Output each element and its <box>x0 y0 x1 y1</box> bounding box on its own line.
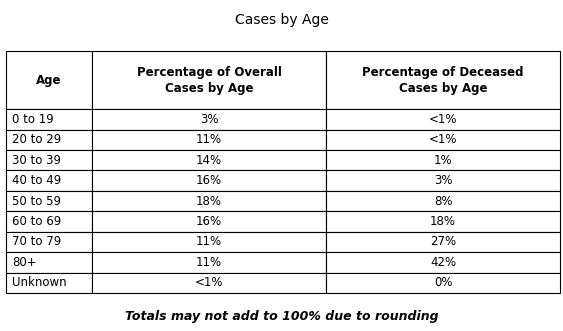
Bar <box>326 252 560 272</box>
Text: 16%: 16% <box>196 215 222 228</box>
Text: <1%: <1% <box>195 276 224 289</box>
Bar <box>92 272 326 293</box>
Text: 11%: 11% <box>196 133 222 146</box>
Text: 80+: 80+ <box>12 256 37 269</box>
Text: Unknown: Unknown <box>12 276 67 289</box>
Text: 14%: 14% <box>196 154 222 167</box>
Text: 50 to 59: 50 to 59 <box>12 195 61 208</box>
Bar <box>6 232 92 252</box>
Text: 27%: 27% <box>430 235 456 248</box>
Bar <box>92 109 326 130</box>
Text: <1%: <1% <box>429 113 457 126</box>
Bar <box>6 150 92 170</box>
Bar <box>6 252 92 272</box>
Bar <box>6 211 92 232</box>
Bar <box>6 51 92 109</box>
Text: 20 to 29: 20 to 29 <box>12 133 61 146</box>
Text: 30 to 39: 30 to 39 <box>12 154 61 167</box>
Bar <box>326 272 560 293</box>
Text: 18%: 18% <box>196 195 222 208</box>
Bar <box>6 130 92 150</box>
Bar <box>326 51 560 109</box>
Bar <box>326 109 560 130</box>
Bar <box>92 150 326 170</box>
Bar <box>92 232 326 252</box>
Text: 1%: 1% <box>434 154 453 167</box>
Bar <box>92 211 326 232</box>
Text: 0 to 19: 0 to 19 <box>12 113 54 126</box>
Text: 11%: 11% <box>196 235 222 248</box>
Text: 70 to 79: 70 to 79 <box>12 235 61 248</box>
Text: 3%: 3% <box>200 113 218 126</box>
Text: 11%: 11% <box>196 256 222 269</box>
Bar <box>326 150 560 170</box>
Bar <box>92 170 326 191</box>
Text: 0%: 0% <box>434 276 453 289</box>
Bar <box>326 170 560 191</box>
Text: 18%: 18% <box>430 215 456 228</box>
Bar <box>326 211 560 232</box>
Bar <box>92 51 326 109</box>
Text: 3%: 3% <box>434 174 453 187</box>
Text: 40 to 49: 40 to 49 <box>12 174 61 187</box>
Text: Percentage of Deceased
Cases by Age: Percentage of Deceased Cases by Age <box>363 66 524 95</box>
Bar <box>6 191 92 211</box>
Text: 8%: 8% <box>434 195 453 208</box>
Text: Age: Age <box>36 74 61 87</box>
Bar <box>6 170 92 191</box>
Text: Cases by Age: Cases by Age <box>235 13 328 27</box>
Text: 42%: 42% <box>430 256 456 269</box>
Bar <box>326 130 560 150</box>
Bar <box>92 252 326 272</box>
Text: 16%: 16% <box>196 174 222 187</box>
Bar <box>92 130 326 150</box>
Text: <1%: <1% <box>429 133 457 146</box>
Bar <box>92 191 326 211</box>
Text: 60 to 69: 60 to 69 <box>12 215 61 228</box>
Bar <box>326 232 560 252</box>
Bar <box>326 191 560 211</box>
Bar <box>6 272 92 293</box>
Text: Percentage of Overall
Cases by Age: Percentage of Overall Cases by Age <box>137 66 282 95</box>
Bar <box>6 109 92 130</box>
Text: Totals may not add to 100% due to rounding: Totals may not add to 100% due to roundi… <box>124 309 439 323</box>
